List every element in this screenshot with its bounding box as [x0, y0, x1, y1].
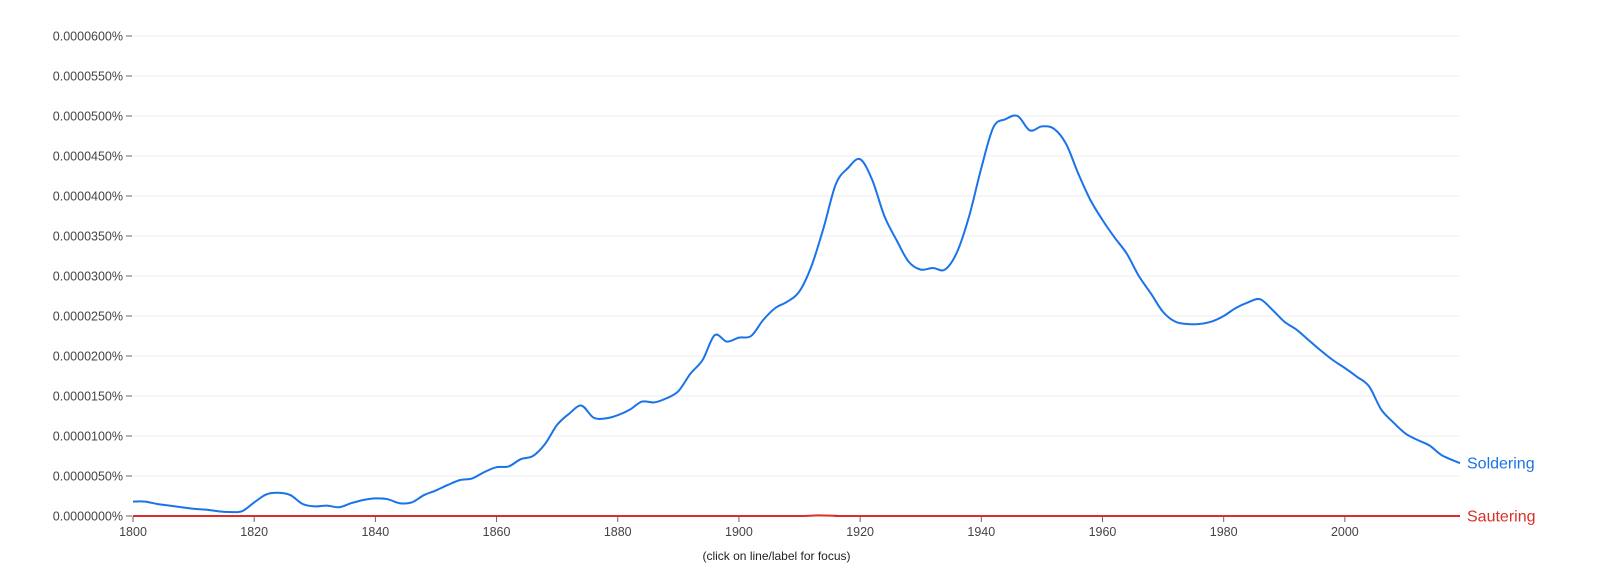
x-axis: 1800 1820 1840 1860 1880 1900 1920 1940 1960 1980… [119, 516, 1359, 539]
y-tick-label: 0.0000100% [53, 430, 123, 444]
x-tick-label: 1820 [240, 525, 268, 539]
y-tick-label: 0.0000500% [53, 110, 123, 124]
y-tick-label: 0.0000550% [53, 70, 123, 84]
x-tick-label: 1900 [725, 525, 753, 539]
grid-lines [133, 35, 1460, 477]
series-label-soldering[interactable]: Soldering [1467, 456, 1535, 473]
y-axis: 0.0000000% 0.0000050% 0.0000100% 0.0000150%… [53, 30, 132, 524]
x-tick-label: 1800 [119, 525, 147, 539]
y-tick-label: 0.0000250% [53, 310, 123, 324]
x-tick-label: 1960 [1089, 525, 1117, 539]
x-tick-label: 1880 [604, 525, 632, 539]
y-tick-label: 0.0000050% [53, 470, 123, 484]
focus-hint-caption: (click on line/label for focus) [702, 549, 850, 563]
y-tick-label: 0.0000450% [53, 150, 123, 164]
x-tick-label: 1940 [967, 525, 995, 539]
x-tick-label: 1980 [1210, 525, 1238, 539]
y-tick-label: 0.0000350% [53, 230, 123, 244]
y-tick-label: 0.0000000% [53, 510, 123, 524]
series-line-sautering[interactable] [132, 514, 1460, 518]
series-line-soldering[interactable] [132, 114, 1461, 514]
x-tick-label: 1860 [483, 525, 511, 539]
y-tick-label: 0.0000200% [53, 350, 123, 364]
x-tick-label: 2000 [1331, 525, 1359, 539]
series-label-sautering[interactable]: Sautering [1467, 509, 1536, 526]
x-tick-label: 1920 [846, 525, 874, 539]
y-tick-label: 0.0000400% [53, 190, 123, 204]
y-tick-label: 0.0000150% [53, 390, 123, 404]
x-tick-label: 1840 [361, 525, 389, 539]
series-lines[interactable] [132, 114, 1461, 518]
y-tick-label: 0.0000300% [53, 270, 123, 284]
y-tick-label: 0.0000600% [53, 30, 123, 44]
series-labels[interactable]: Soldering Sautering [1467, 456, 1536, 526]
